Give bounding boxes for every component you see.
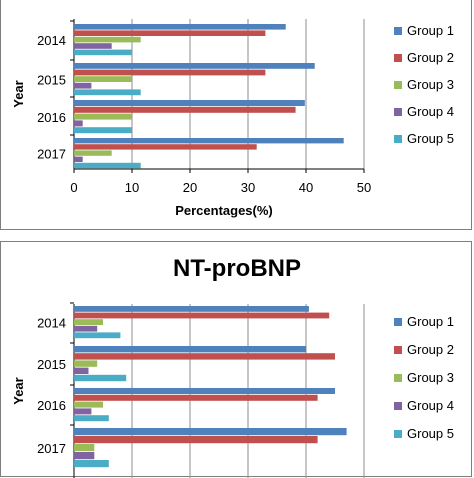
bar-group-3-2016 (74, 113, 132, 120)
bar-group-4-2014 (74, 325, 98, 332)
y-tick-label-2015: 2015 (37, 73, 66, 88)
bar-group-3-2016 (74, 401, 103, 408)
y-axis-label: Year (11, 377, 26, 404)
legend-swatch-group-2 (394, 346, 402, 354)
legend-label-group-3: Group 3 (407, 77, 454, 92)
legend-swatch-group-4 (394, 402, 402, 410)
legend-swatch-group-3 (394, 374, 402, 382)
legend-label-group-1: Group 1 (407, 314, 454, 329)
legend-swatch-group-4 (394, 108, 402, 116)
x-axis-label: Percentages(%) (175, 203, 273, 218)
bar-group-1-2015 (74, 346, 306, 353)
bar-group-1-2017 (74, 428, 347, 436)
bar-group-4-2014 (74, 43, 112, 49)
bar-group-1-2015 (74, 63, 315, 69)
bar-group-5-2015 (74, 89, 141, 96)
legend-label-group-5: Group 5 (407, 131, 454, 146)
y-tick-label-2017: 2017 (37, 441, 66, 456)
legend-label-group-5: Group 5 (407, 426, 454, 441)
y-tick-label-2017: 2017 (37, 147, 66, 162)
x-tick-label: 20 (183, 180, 197, 195)
bar-group-3-2015 (74, 76, 132, 82)
legend-label-group-4: Group 4 (407, 104, 454, 119)
legend-label-group-1: Group 1 (407, 23, 454, 38)
chart-nt-probnp: NT-proBNP 2014 2015 2016 2017 Year Group 1 Grou… (11, 255, 454, 478)
bar-group-2-2016 (74, 394, 318, 401)
bar-group-4-2016 (74, 408, 92, 415)
bar-group-1-2014 (74, 306, 309, 312)
y-tick-label-2016: 2016 (37, 398, 66, 413)
x-tick-label: 10 (125, 180, 139, 195)
bar-group-1-2017 (74, 138, 344, 144)
bar-group-4-2015 (74, 82, 92, 89)
legend-label-group-4: Group 4 (407, 398, 454, 413)
bar-group-2-2015 (74, 353, 335, 360)
x-tick-label: 40 (299, 180, 313, 195)
bar-group-3-2015 (74, 360, 98, 367)
bar-group-3-2017 (74, 444, 95, 452)
bar-group-1-2014 (74, 24, 286, 30)
y-tick-label-2014: 2014 (37, 33, 66, 48)
x-tick-label: 0 (70, 180, 77, 195)
legend-swatch-group-5 (394, 135, 402, 143)
bar-group-2-2016 (74, 106, 296, 113)
legend-label-group-2: Group 2 (407, 50, 454, 65)
bar-group-4-2015 (74, 367, 89, 374)
legend-label-group-3: Group 3 (407, 370, 454, 385)
bar-group-2-2014 (74, 30, 266, 36)
bar-group-5-2014 (74, 332, 121, 339)
y-tick-label-2015: 2015 (37, 357, 66, 372)
bar-group-3-2014 (74, 319, 103, 325)
bar-group-1-2016 (74, 388, 335, 394)
bar-group-4-2017 (74, 452, 95, 460)
x-tick-label: 30 (241, 180, 255, 195)
legend-swatch-group-5 (394, 430, 402, 438)
bar-group-4-2016 (74, 120, 83, 127)
bar-group-5-2014 (74, 49, 132, 56)
bar-group-3-2014 (74, 36, 141, 43)
chart-top-panel: 2014 2015 2016 2017 0 10 20 30 40 50 Percentages(%… (0, 0, 472, 230)
bar-group-3-2017 (74, 150, 112, 156)
bar-group-5-2016 (74, 127, 132, 134)
bar-group-5-2017 (74, 162, 141, 169)
bar-group-2-2014 (74, 312, 330, 319)
bar-group-2-2017 (74, 144, 257, 150)
bar-group-5-2015 (74, 374, 127, 382)
bar-group-5-2016 (74, 415, 109, 422)
bar-group-2-2015 (74, 69, 266, 76)
x-tick-label: 50 (357, 180, 371, 195)
legend-swatch-group-3 (394, 81, 402, 89)
legend-swatch-group-1 (394, 318, 402, 326)
bar-group-5-2017 (74, 460, 109, 468)
legend-swatch-group-2 (394, 54, 402, 62)
chart-title: NT-proBNP (173, 255, 301, 282)
legend-swatch-group-1 (394, 27, 402, 35)
y-tick-label-2014: 2014 (37, 316, 66, 331)
chart-bottom-panel: NT-proBNP 2014 2015 2016 2017 Year Group 1 Grou… (0, 241, 472, 478)
bar-group-4-2017 (74, 156, 83, 162)
legend-label-group-2: Group 2 (407, 342, 454, 357)
y-axis-label: Year (11, 80, 26, 107)
bar-group-1-2016 (74, 100, 305, 106)
chart-top: 2014 2015 2016 2017 0 10 20 30 40 50 Percentages(%… (11, 19, 454, 218)
bar-group-2-2017 (74, 436, 318, 444)
y-tick-label-2016: 2016 (37, 110, 66, 125)
